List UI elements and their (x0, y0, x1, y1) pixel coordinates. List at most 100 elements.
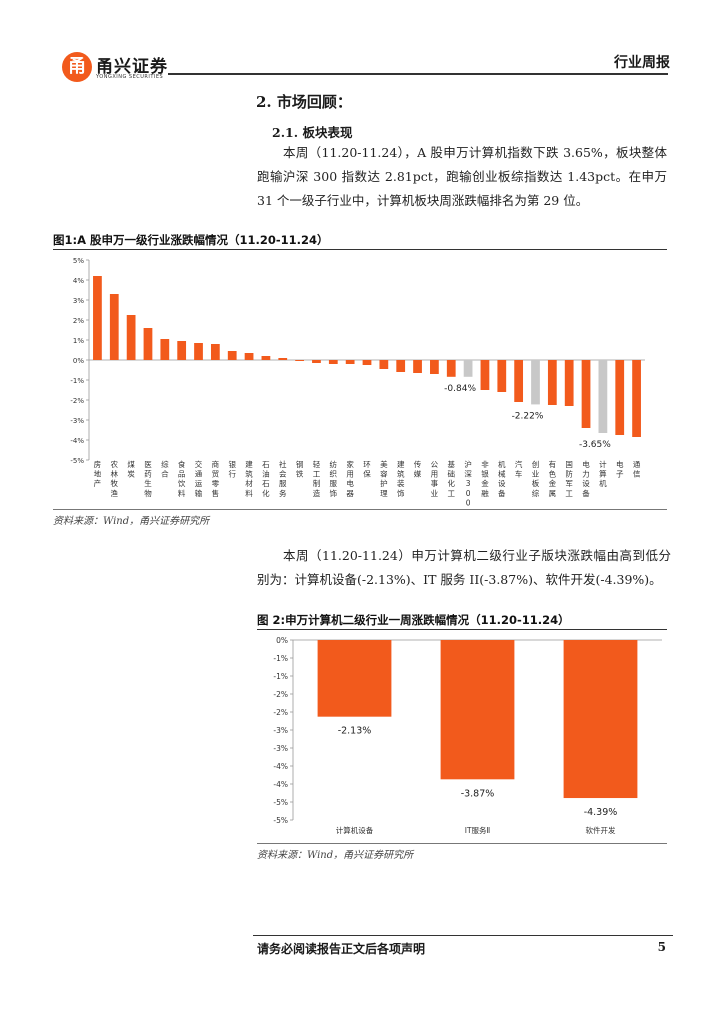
bar-非银金融 (480, 360, 490, 390)
data-label: -2.22% (512, 411, 544, 421)
x-tick-label: 社会服务 (279, 459, 287, 498)
paragraph-market-review: 本周（11.20-11.24），A 股申万计算机指数下跌 3.65%，板块整体跑… (257, 145, 667, 208)
bar-纺织服饰 (328, 360, 338, 364)
x-tick-label: 纺织服饰 (330, 459, 338, 498)
x-tick-label: 电力设备 (582, 459, 590, 498)
x-tick-label: 建筑材料 (245, 459, 253, 498)
x-tick-label: 综合 (161, 459, 169, 479)
y-tick-label: -5% (273, 798, 288, 807)
bar-计算机设备 (317, 640, 392, 717)
company-logo: 甬 甬兴证券 YONGXING SECURITIES (62, 50, 182, 86)
bar-家用电器 (345, 360, 355, 364)
y-tick-label: -5% (273, 816, 288, 825)
y-tick-label: -1% (70, 377, 84, 385)
bar-通信 (632, 360, 641, 437)
bar-电子 (615, 360, 625, 435)
bar-创业板综 (531, 360, 540, 405)
data-label: -4.39% (584, 807, 618, 818)
figure1-top-rule (53, 249, 667, 250)
x-tick-label: 银行 (228, 460, 236, 479)
y-tick-label: 4% (73, 277, 84, 285)
x-tick-label: 汽车 (515, 459, 523, 479)
x-tick-label: 公用事业 (431, 460, 439, 498)
x-tick-label: 传媒 (414, 459, 422, 479)
y-tick-label: -4% (273, 762, 288, 771)
y-tick-label: -4% (273, 780, 288, 789)
figure2-title: 图 2:申万计算机二级行业一周涨跌幅情况（11.20-11.24） (257, 613, 570, 627)
header-divider (168, 73, 668, 75)
y-tick-label: -1% (273, 672, 288, 681)
y-tick-label: -5% (70, 457, 84, 465)
logo-name: 甬兴证券 (96, 57, 168, 77)
bar-IT服务Ⅱ (440, 640, 515, 780)
bar-有色金属 (547, 360, 557, 405)
figure1-title: 图1:A 股申万一级行业涨跌幅情况（11.20-11.24） (53, 233, 329, 247)
bar-环保 (362, 360, 372, 365)
bar-国防军工 (564, 360, 574, 406)
bar-农林牧渔 (109, 294, 119, 360)
x-tick-label: 房地产 (94, 459, 102, 488)
logo-mark-icon: 甬 (62, 52, 92, 82)
bar-煤炭 (126, 315, 136, 360)
data-label: -0.84% (444, 384, 476, 394)
bar-食品饮料 (177, 341, 187, 360)
y-tick-label: -3% (273, 726, 288, 735)
subsection-title: 2.1. 板块表现 (272, 125, 353, 140)
figure2-top-rule (257, 629, 667, 630)
x-tick-label: 环保 (363, 460, 371, 479)
x-tick-label: 食品饮料 (178, 459, 186, 498)
x-tick-label: 农林牧渔 (111, 459, 119, 498)
x-tick-label: 石油石化 (262, 460, 270, 498)
y-tick-label: -2% (273, 708, 288, 717)
x-tick-label: 创业板综 (532, 459, 540, 498)
x-tick-label: 美容护理 (380, 459, 388, 498)
x-tick-label: 建筑装饰 (397, 459, 405, 498)
x-tick-label: 计算机 (599, 459, 607, 488)
bar-综合 (160, 339, 170, 360)
bar-软件开发 (563, 640, 638, 799)
y-tick-label: 0% (276, 636, 288, 645)
bar-基础化工 (446, 360, 456, 377)
bar-计算机 (598, 360, 608, 433)
footer-disclaimer: 请务必阅读报告正文后各项声明 (257, 942, 426, 956)
y-tick-label: 1% (73, 337, 84, 345)
figure2-bottom-rule (257, 843, 667, 844)
bar-房地产 (93, 276, 102, 360)
x-tick-label: 有色金属 (549, 459, 557, 498)
bar-机械设备 (497, 360, 507, 392)
y-tick-label: -2% (273, 690, 288, 699)
bar-传媒 (413, 360, 422, 373)
bar-汽车 (514, 360, 524, 402)
x-tick-label: 机械设备 (498, 459, 506, 498)
bar-钢铁 (295, 360, 304, 361)
figure1-bottom-rule (53, 509, 667, 510)
x-tick-label: IT服务Ⅱ (465, 825, 491, 835)
x-tick-label: 商贸零售 (212, 459, 220, 498)
y-tick-label: 5% (73, 257, 84, 265)
bar-银行 (227, 351, 237, 360)
bar-医药生物 (143, 328, 153, 360)
y-tick-label: 0% (73, 357, 84, 365)
bar-沪深300 (463, 360, 473, 377)
x-tick-label: 沪深 3 0 0 (464, 459, 472, 507)
bar-交通运输 (194, 343, 203, 360)
logo-subtitle: YONGXING SECURITIES (96, 74, 164, 80)
bar-建筑装饰 (396, 360, 406, 372)
y-tick-label: 3% (73, 297, 84, 305)
y-tick-label: -3% (70, 417, 84, 425)
figure2-source: 资料来源：Wind，甬兴证券研究所 (257, 850, 414, 861)
x-tick-label: 医药生物 (144, 460, 152, 498)
y-tick-label: -4% (70, 437, 84, 445)
x-tick-label: 非银金融 (481, 459, 489, 498)
y-tick-label: -2% (70, 397, 84, 405)
data-label: -3.87% (461, 788, 495, 799)
figure1-source: 资料来源：Wind，甬兴证券研究所 (53, 516, 210, 527)
bar-建筑材料 (244, 353, 254, 360)
x-tick-label: 交通运输 (195, 459, 203, 498)
x-tick-label: 家用电器 (346, 459, 354, 498)
x-tick-label: 计算机设备 (336, 825, 374, 835)
bar-石油石化 (261, 356, 271, 360)
page-number: 5 (657, 940, 666, 954)
x-tick-label: 电子 (616, 459, 624, 479)
